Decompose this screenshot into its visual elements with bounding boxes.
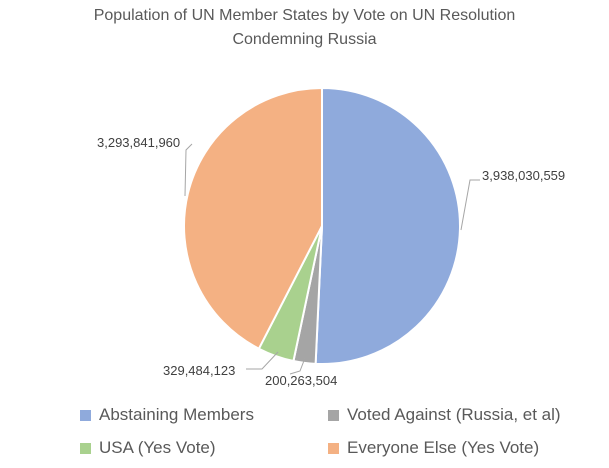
legend-item-abstaining: Abstaining Members bbox=[80, 405, 254, 425]
data-label-voted-against: 200,263,504 bbox=[265, 373, 337, 388]
data-label-abstaining: 3,938,030,559 bbox=[482, 168, 565, 183]
pie-slice-abstaining bbox=[314, 86, 461, 365]
legend-item-usa: USA (Yes Vote) bbox=[80, 438, 216, 458]
legend-label-abstaining: Abstaining Members bbox=[99, 405, 254, 424]
data-label-usa: 329,484,123 bbox=[163, 363, 235, 378]
legend-item-voted-against: Voted Against (Russia, et al) bbox=[328, 405, 561, 425]
legend-swatch-voted-against bbox=[328, 409, 339, 421]
chart-title-line-1: Population of UN Member States by Vote o… bbox=[93, 7, 516, 24]
pie-chart: 3,938,030,559 200,263,504 329,484,123 3,293… bbox=[97, 86, 565, 388]
leader-line-abstaining bbox=[460, 179, 480, 231]
legend-swatch-everyone-else bbox=[328, 442, 339, 454]
leader-line-everyone-else bbox=[184, 143, 193, 197]
leader-line-usa bbox=[246, 351, 279, 370]
legend-label-usa: USA (Yes Vote) bbox=[99, 438, 216, 457]
pie-slice-everyone-else bbox=[183, 86, 323, 351]
legend-swatch-abstaining bbox=[80, 409, 91, 421]
legend-label-voted-against: Voted Against (Russia, et al) bbox=[347, 405, 561, 424]
legend-swatch-usa bbox=[80, 442, 91, 454]
legend-label-everyone-else: Everyone Else (Yes Vote) bbox=[347, 438, 540, 457]
chart-title-line-2: Condemning Russia bbox=[232, 31, 377, 48]
leader-line-voted-against bbox=[289, 357, 306, 375]
legend-item-everyone-else: Everyone Else (Yes Vote) bbox=[328, 438, 539, 458]
data-label-everyone-else: 3,293,841,960 bbox=[97, 135, 180, 150]
